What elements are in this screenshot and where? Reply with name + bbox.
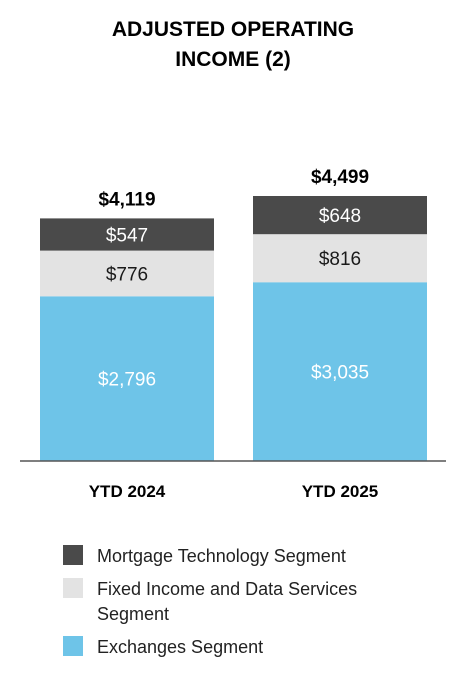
legend-label-mortgage-technology: Mortgage Technology Segment xyxy=(97,546,346,566)
category-label-ytd-2025: YTD 2025 xyxy=(302,482,379,501)
legend-label-fixed-income: Fixed Income and Data Services Segment xyxy=(97,579,358,624)
legend-swatch-mortgage-technology xyxy=(63,545,83,565)
legend: Mortgage Technology Segment Fixed Income… xyxy=(63,544,463,668)
bar-ytd-2024-exchanges-segment xyxy=(40,296,214,461)
legend-swatch-fixed-income xyxy=(63,578,83,598)
bars-group: $2,796 $776 $547 $4,119 $3,035 $816 $648 $4,499 xyxy=(40,167,427,461)
data-label-ytd-2025-fixed-income-and-data-services-segment: $816 xyxy=(319,249,361,270)
total-label-ytd-2024: $4,119 xyxy=(98,189,155,210)
chart-title: ADJUSTED OPERATING INCOME (2) xyxy=(112,18,354,71)
legend-swatch-exchanges xyxy=(63,636,83,656)
bar-ytd-2024-mortgage-technology-segment xyxy=(40,218,214,251)
data-label-ytd-2024-mortgage-technology-segment: $547 xyxy=(106,226,148,247)
data-label-ytd-2024-exchanges-segment: $2,796 xyxy=(98,370,156,391)
legend-item-fixed-income: Fixed Income and Data Services Segment xyxy=(63,577,463,627)
category-label-ytd-2024: YTD 2024 xyxy=(89,482,166,501)
data-label-ytd-2024-fixed-income-and-data-services-segment: $776 xyxy=(106,265,148,286)
data-label-ytd-2025-exchanges-segment: $3,035 xyxy=(311,363,369,384)
chart-title-line-2: INCOME (2) xyxy=(175,48,291,71)
stacked-bar-chart: ADJUSTED OPERATING INCOME (2) $2,796 $776… xyxy=(20,18,446,501)
bar-ytd-2025-exchanges-segment xyxy=(253,282,427,461)
legend-item-mortgage-technology: Mortgage Technology Segment xyxy=(63,544,463,569)
bar-ytd-2024-fixed-income-and-data-services-segment xyxy=(40,250,214,297)
data-label-ytd-2025-mortgage-technology-segment: $648 xyxy=(319,206,361,227)
total-label-ytd-2025: $4,499 xyxy=(311,167,369,188)
category-labels: YTD 2024 YTD 2025 xyxy=(89,482,379,501)
legend-label-exchanges: Exchanges Segment xyxy=(97,637,264,657)
bar-ytd-2025-fixed-income-and-data-services-segment xyxy=(253,234,427,283)
bar-ytd-2025-mortgage-technology-segment xyxy=(253,196,427,235)
chart-title-line-1: ADJUSTED OPERATING xyxy=(112,18,354,41)
legend-item-exchanges: Exchanges Segment xyxy=(63,635,463,660)
